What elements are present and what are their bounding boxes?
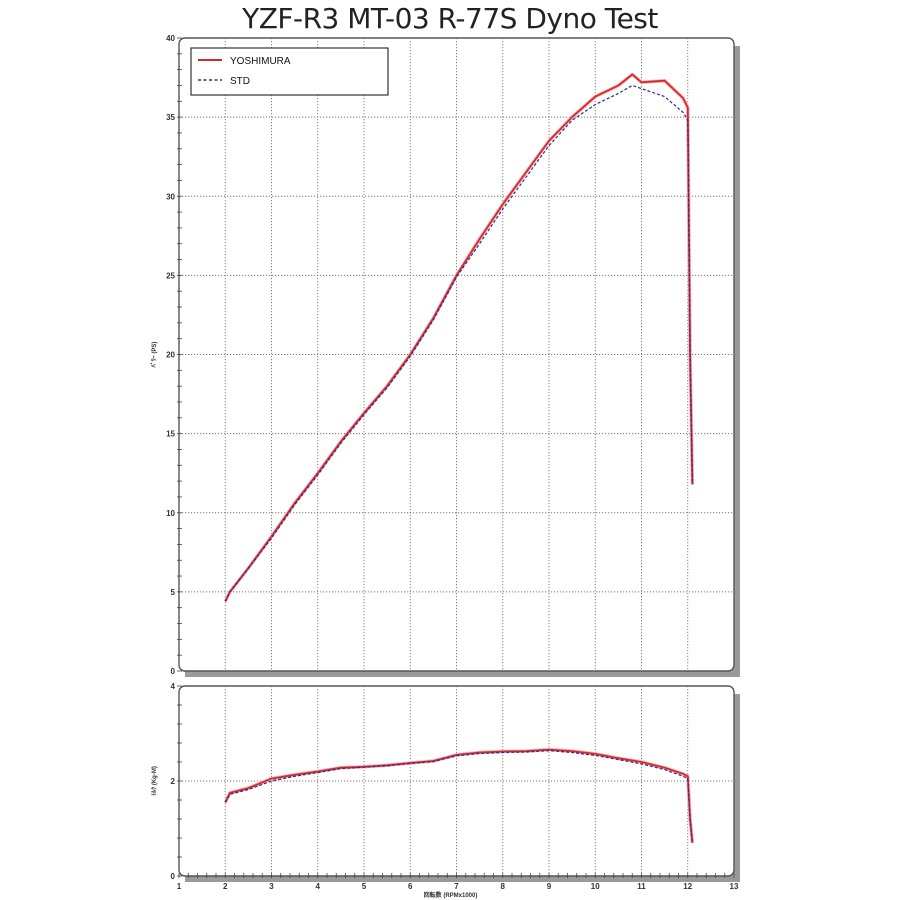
y-tick-label: 5 xyxy=(171,588,176,597)
legend-label-yoshimura: YOSHIMURA xyxy=(230,56,291,67)
y-tick-label: 25 xyxy=(166,271,175,280)
x-tick-label: 9 xyxy=(547,882,552,891)
x-tick-label: 7 xyxy=(454,882,459,891)
x-tick-label: 5 xyxy=(362,882,367,891)
y-axis-title: ﾊﾟﾜｰ (PS) xyxy=(150,342,158,369)
series-line-std xyxy=(224,84,693,602)
y-tick-label: 0 xyxy=(171,872,176,881)
series-line-yoshimura xyxy=(224,73,694,602)
x-tick-label: 13 xyxy=(730,882,739,891)
chart-title: YZF-R3 MT-03 R-77S Dyno Test xyxy=(242,2,658,35)
y-tick-label: 20 xyxy=(166,351,175,360)
x-tick-label: 4 xyxy=(316,882,321,891)
y-tick-label: 15 xyxy=(166,430,175,439)
x-tick-label: 8 xyxy=(501,882,506,891)
series-line-std xyxy=(224,749,693,843)
y-tick-label: 40 xyxy=(166,34,175,43)
series-line-yoshimura xyxy=(224,748,694,843)
legend-box xyxy=(190,47,389,96)
x-tick-label: 1 xyxy=(177,882,182,891)
y-tick-label: 30 xyxy=(166,192,175,201)
x-tick-label: 11 xyxy=(637,882,646,891)
x-tick-label: 3 xyxy=(269,882,274,891)
y-tick-label: 2 xyxy=(171,777,176,786)
legend-label-std: STD xyxy=(230,76,250,87)
legend: YOSHIMURA STD xyxy=(190,47,389,96)
y-tick-label: 10 xyxy=(166,509,175,518)
y-tick-label: 0 xyxy=(171,667,176,676)
x-tick-label: 2 xyxy=(223,882,228,891)
y-tick-label: 35 xyxy=(166,113,175,122)
y-axis-title: ﾄﾙｸ (Kg-M) xyxy=(150,766,158,796)
y-tick-label: 4 xyxy=(171,682,176,691)
x-tick-label: 12 xyxy=(683,882,692,891)
torque-chart: 0 2 4 ﾄﾙｸ (Kg-M) xyxy=(150,682,740,882)
x-tick-label: 10 xyxy=(591,882,600,891)
x-tick-label: 6 xyxy=(408,882,413,891)
power-chart: 0 5 10 15 20 25 30 35 40 ﾊﾟﾜｰ (PS) xyxy=(150,34,740,677)
x-axis-title: 回転数 (RPMx1000) xyxy=(424,891,478,899)
